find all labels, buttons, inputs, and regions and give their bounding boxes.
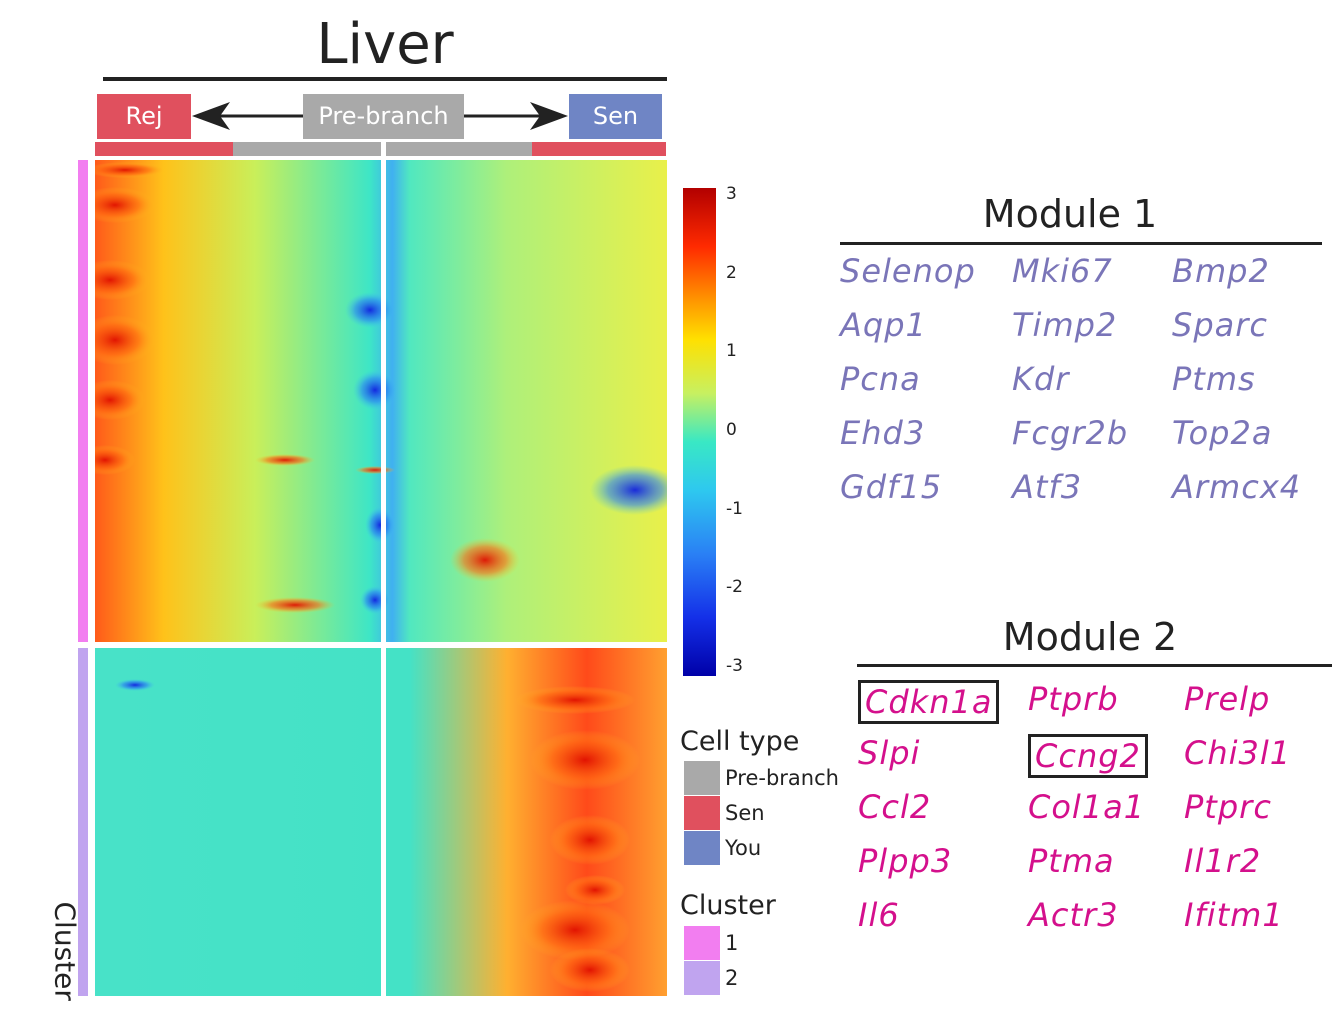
heatmap-hot-spot xyxy=(95,445,135,475)
chart-title: Liver xyxy=(316,12,454,77)
colorbar xyxy=(683,188,716,676)
gene-label: Chi3l1 xyxy=(1184,734,1292,772)
gene-label: Armcx4 xyxy=(1172,468,1302,506)
gene-label: Prelp xyxy=(1184,680,1271,718)
heatmap-hot-spot xyxy=(95,187,155,223)
cluster-bar-2 xyxy=(78,648,88,996)
gene-label: Ptprb xyxy=(1028,680,1119,718)
gene-label: Ifitm1 xyxy=(1184,896,1284,934)
heatmap-cold-spot xyxy=(365,507,395,543)
module-1-underline xyxy=(840,242,1322,245)
heatmap-hot-spot xyxy=(550,815,630,865)
gene-label: Bmp2 xyxy=(1172,252,1270,290)
heatmap xyxy=(95,160,667,996)
legend-swatch-cluster-1 xyxy=(684,926,720,960)
gene-label: Ehd3 xyxy=(840,414,926,452)
branch-divider-vertical xyxy=(381,160,386,996)
branch-arrows xyxy=(192,102,568,130)
heatmap-hot-spot xyxy=(95,315,155,365)
cluster-bar-1 xyxy=(78,160,88,642)
left-arrow-head-icon xyxy=(192,102,230,130)
gene-label: Il1r2 xyxy=(1184,842,1262,880)
heatmap-spots xyxy=(95,162,667,992)
gene-label: Ptprc xyxy=(1184,788,1272,826)
gene-label: Ptma xyxy=(1028,842,1115,880)
gene-label: Pcna xyxy=(840,360,921,398)
legend-label-pre-branch: Pre-branch xyxy=(725,766,839,790)
gene-label: Il6 xyxy=(858,896,900,934)
gene-label: Slpi xyxy=(858,734,921,772)
colorbar-tick-label: 2 xyxy=(726,262,737,283)
gene-label: Atf3 xyxy=(1012,468,1083,506)
gene-label: Ccl2 xyxy=(858,788,932,826)
heatmap-cold-spot xyxy=(345,292,395,328)
heatmap-hot-spot xyxy=(550,948,630,992)
heatmap-hot-spot xyxy=(95,380,145,420)
heatmap-hot-spot xyxy=(530,730,640,790)
module-2-underline xyxy=(857,664,1332,667)
module-1-title: Module 1 xyxy=(982,192,1158,236)
heatmap-hot-spot xyxy=(520,900,630,960)
legend-swatch-cluster-2 xyxy=(684,961,720,995)
gene-label: Timp2 xyxy=(1012,306,1118,344)
heatmap-hot-spot xyxy=(450,538,520,582)
legend-swatch-sen xyxy=(684,796,720,830)
legend-label-cluster-2: 2 xyxy=(725,966,739,990)
gene-label: Ccng2 xyxy=(1028,734,1148,778)
branch-label-rej: Rej xyxy=(97,94,191,139)
gene-label: Kdr xyxy=(1012,360,1070,398)
celltype-bar-rej xyxy=(95,142,233,156)
cluster-axis-label: Cluster xyxy=(48,901,82,1001)
heatmap-cold-spot xyxy=(590,465,667,515)
gene-label: Top2a xyxy=(1172,414,1273,452)
legend-swatch-pre-branch xyxy=(684,761,720,795)
heatmap-hot-spot xyxy=(255,454,315,466)
celltype-bar-pre-right xyxy=(386,142,532,156)
branch-label-pre-branch: Pre-branch xyxy=(303,94,464,139)
right-arrow-head-icon xyxy=(530,102,568,130)
gene-label: Plpp3 xyxy=(858,842,953,880)
module-2-title: Module 2 xyxy=(1002,615,1178,659)
colorbar-tick-label: -1 xyxy=(726,498,743,519)
colorbar-tick-label: 3 xyxy=(726,184,737,204)
gene-label: Fcgr2b xyxy=(1012,414,1129,452)
colorbar-tick-label: -3 xyxy=(726,656,743,676)
legend-label-cluster-1: 1 xyxy=(725,931,739,955)
celltype-bar-pre-left xyxy=(233,142,381,156)
celltype-bar-sen xyxy=(532,142,666,156)
heatmap-hot-spot xyxy=(565,875,625,905)
heatmap-hot-spot xyxy=(95,260,150,300)
colorbar-tick-label: -2 xyxy=(726,577,743,598)
heatmap-hot-spot xyxy=(255,597,335,613)
gene-label: Cdkn1a xyxy=(858,680,1000,724)
title-underline xyxy=(103,77,667,81)
branch-label-sen: Sen xyxy=(569,94,662,139)
colorbar-tick-label: 1 xyxy=(726,341,737,362)
legend-title-cluster: Cluster xyxy=(680,890,776,921)
legend-label-you: You xyxy=(725,836,762,860)
gene-label: Col1a1 xyxy=(1028,788,1146,826)
gene-label: Sparc xyxy=(1172,306,1268,344)
gene-label: Gdf15 xyxy=(840,468,943,506)
heatmap-hot-spot xyxy=(515,686,635,714)
legend-label-sen: Sen xyxy=(725,801,765,825)
gene-label: Aqp1 xyxy=(840,306,927,344)
legend-swatch-you xyxy=(684,831,720,865)
heatmap-hot-spot xyxy=(355,466,395,474)
gene-label: Selenop xyxy=(840,252,976,290)
gene-label: Mki67 xyxy=(1012,252,1113,290)
heatmap-hot-spot xyxy=(95,162,165,178)
heatmap-cold-spot xyxy=(115,679,155,691)
colorbar-tick-label: 0 xyxy=(726,420,737,440)
gene-label: Ptms xyxy=(1172,360,1256,398)
heatmap-cold-spot xyxy=(353,370,397,410)
legend-title-cell-type: Cell type xyxy=(680,726,800,757)
cluster-divider-horizontal xyxy=(95,642,667,648)
gene-label: Actr3 xyxy=(1028,896,1119,934)
